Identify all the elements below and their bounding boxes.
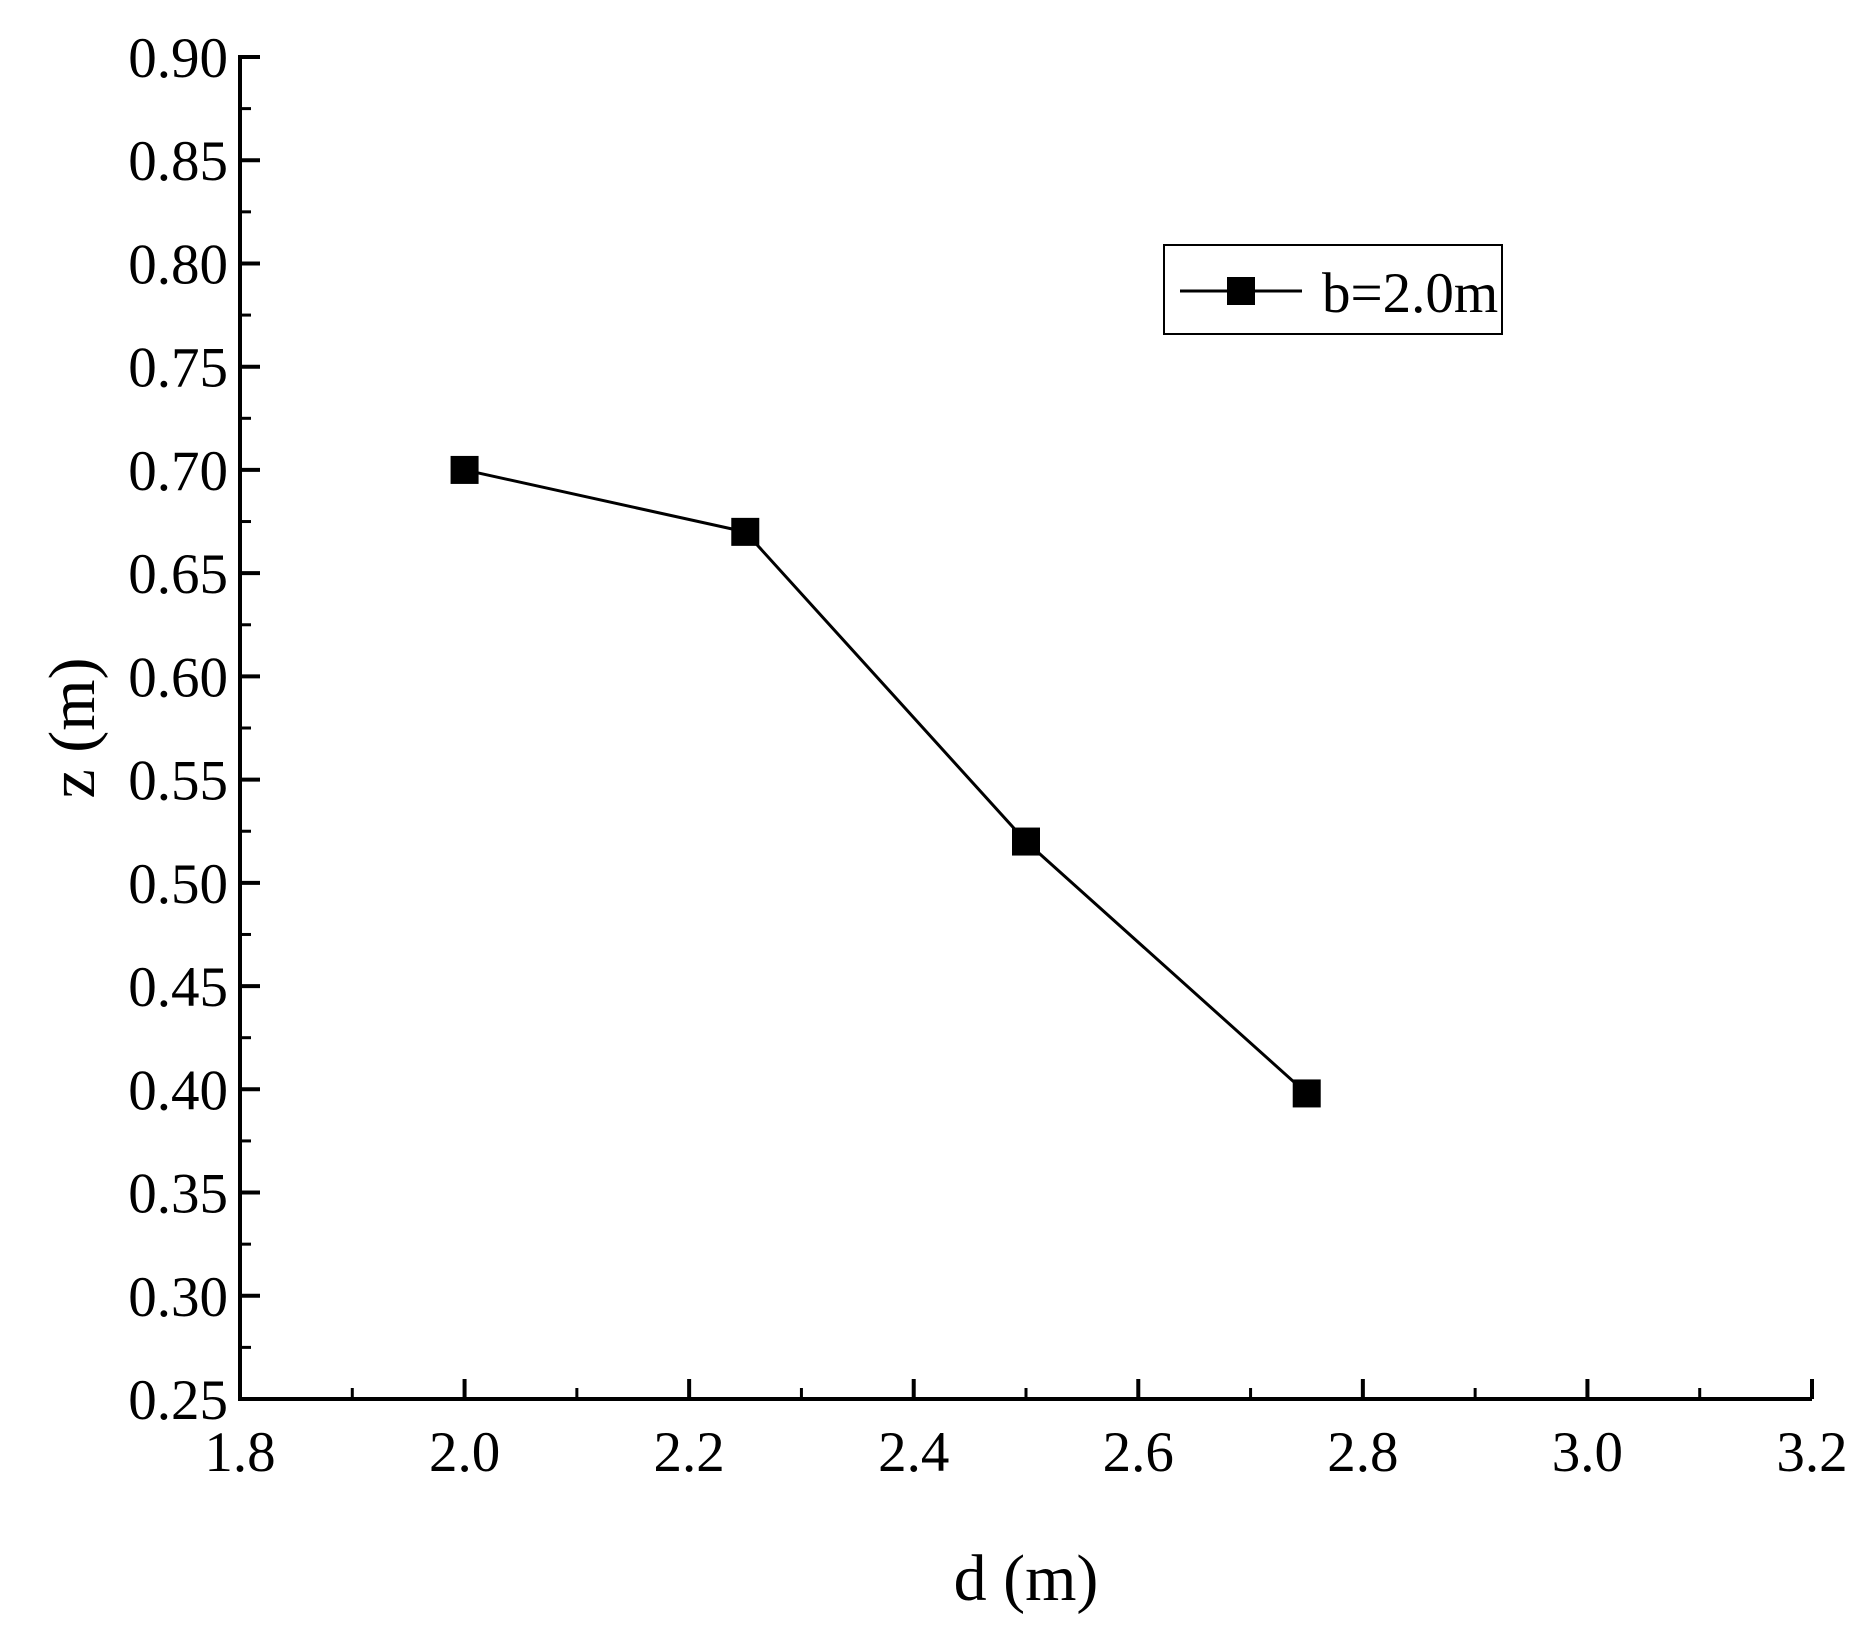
data-point-marker bbox=[1292, 1079, 1321, 1108]
x-axis-title: d (m) bbox=[954, 1542, 1099, 1615]
series-layer bbox=[450, 455, 1321, 1108]
legend-marker-square-icon bbox=[1227, 277, 1255, 305]
data-point-marker bbox=[731, 517, 760, 546]
y-axis-title: z (m) bbox=[36, 657, 109, 798]
data-point-marker bbox=[1012, 827, 1040, 856]
x-tick-label: 3.2 bbox=[1776, 1421, 1847, 1484]
data-point-marker bbox=[450, 455, 479, 484]
y-tick-label: 0.80 bbox=[128, 233, 228, 296]
y-tick-label: 0.60 bbox=[128, 646, 228, 709]
x-axis-ticks: 1.8 2.0 2.2 2.4 2.6 2.8 3.0 3.2 bbox=[204, 1379, 1848, 1484]
x-tick-label: 2.8 bbox=[1327, 1421, 1398, 1484]
legend: b=2.0m bbox=[1163, 244, 1503, 335]
y-tick-label: 0.50 bbox=[128, 853, 228, 916]
x-tick-label: 3.0 bbox=[1552, 1421, 1623, 1484]
y-tick-label: 0.40 bbox=[128, 1059, 228, 1122]
axes bbox=[238, 55, 1812, 1401]
y-tick-label: 0.25 bbox=[128, 1369, 228, 1432]
y-tick-label: 0.70 bbox=[128, 440, 228, 503]
x-tick-label: 2.6 bbox=[1103, 1421, 1174, 1484]
y-tick-label: 0.75 bbox=[128, 337, 228, 400]
x-tick-label: 2.4 bbox=[878, 1421, 949, 1484]
y-tick-label: 0.45 bbox=[128, 956, 228, 1019]
y-axis-ticks: 0.25 0.30 0.35 0.40 0.45 0.50 0.55 0.60 0.65 0.70… bbox=[128, 27, 260, 1432]
x-tick-label: 1.8 bbox=[204, 1421, 275, 1484]
y-tick-label: 0.55 bbox=[128, 750, 228, 813]
y-tick-label: 0.35 bbox=[128, 1163, 228, 1226]
series-line bbox=[464, 468, 1308, 1095]
legend-entry-label: b=2.0m bbox=[1322, 262, 1498, 325]
x-tick-label: 2.0 bbox=[429, 1421, 500, 1484]
x-tick-label: 2.2 bbox=[654, 1421, 725, 1484]
y-tick-label: 0.85 bbox=[128, 130, 228, 193]
y-tick-label: 0.65 bbox=[128, 543, 228, 606]
y-tick-label: 0.30 bbox=[128, 1266, 228, 1329]
y-tick-label: 0.90 bbox=[128, 27, 228, 90]
